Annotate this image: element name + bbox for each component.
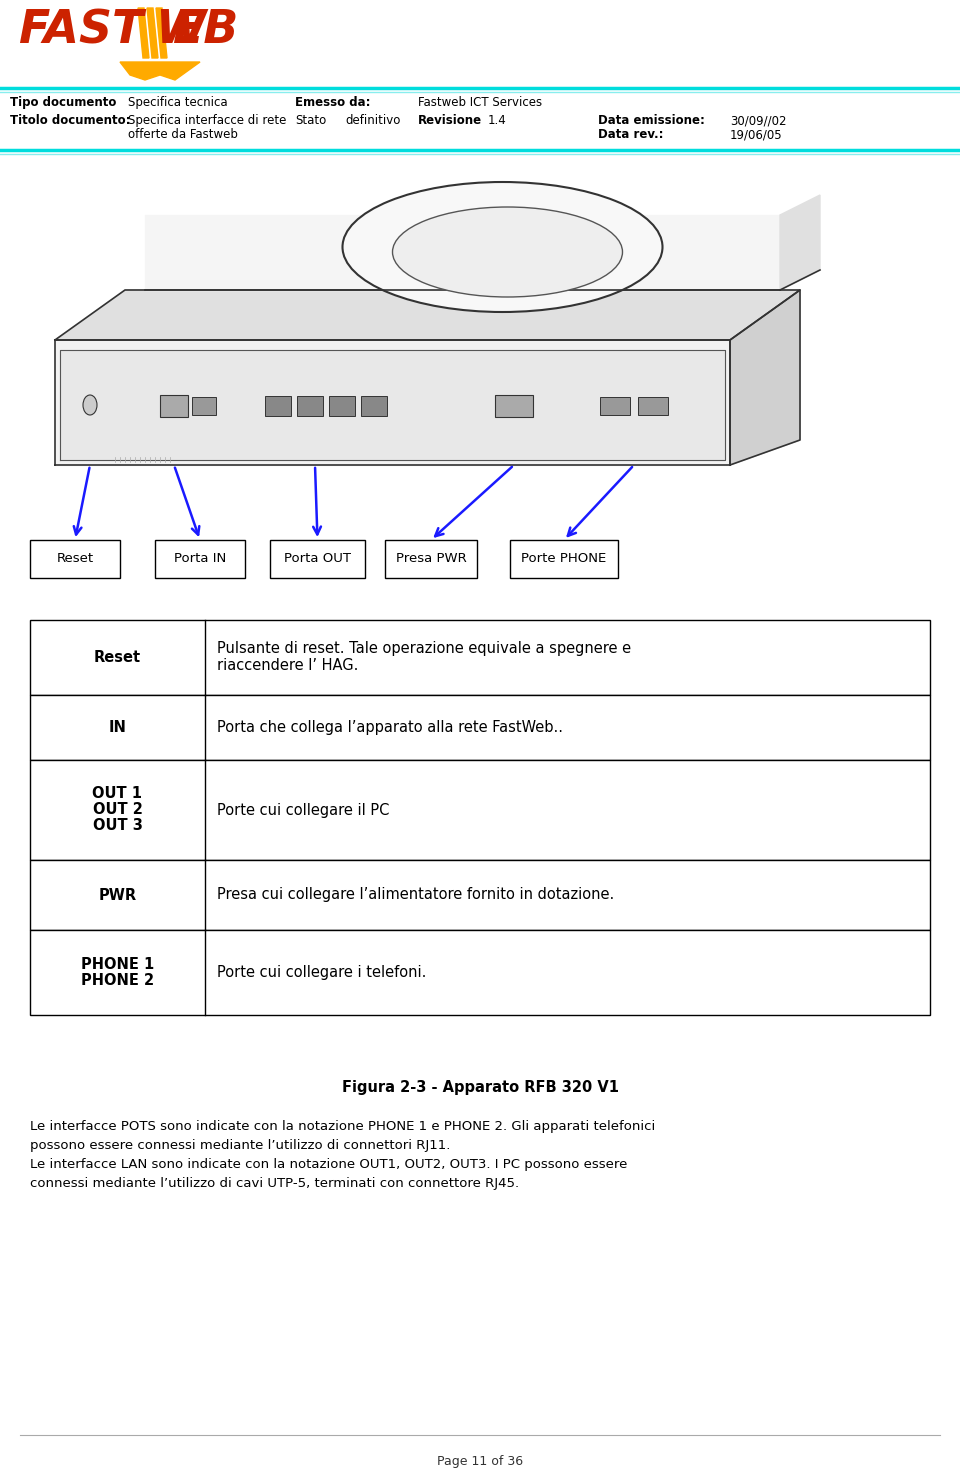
Polygon shape xyxy=(138,7,149,58)
Text: Specifica interfacce di rete: Specifica interfacce di rete xyxy=(128,114,286,127)
Text: Emesso da:: Emesso da: xyxy=(295,96,371,109)
Bar xyxy=(192,398,216,415)
Text: Reset: Reset xyxy=(57,553,93,566)
Text: Porte PHONE: Porte PHONE xyxy=(521,553,607,566)
Text: Tipo documento: Tipo documento xyxy=(10,96,116,109)
Text: Specifica tecnica: Specifica tecnica xyxy=(128,96,228,109)
Text: Data rev.:: Data rev.: xyxy=(598,129,663,140)
Text: Presa cui collegare l’alimentatore fornito in dotazione.: Presa cui collegare l’alimentatore forni… xyxy=(217,887,614,903)
Text: 19/06/05: 19/06/05 xyxy=(730,129,782,140)
Bar xyxy=(30,860,930,930)
Polygon shape xyxy=(120,62,200,80)
Text: Porte cui collegare il PC: Porte cui collegare il PC xyxy=(217,803,390,817)
Bar xyxy=(329,396,355,415)
Bar xyxy=(270,539,365,578)
Text: definitivo: definitivo xyxy=(345,114,400,127)
Text: Figura 2-3 - Apparato RFB 320 V1: Figura 2-3 - Apparato RFB 320 V1 xyxy=(342,1080,618,1095)
Text: Porte cui collegare i telefoni.: Porte cui collegare i telefoni. xyxy=(217,965,426,980)
Text: Presa PWR: Presa PWR xyxy=(396,553,467,566)
Text: Porta IN: Porta IN xyxy=(174,553,227,566)
Text: PHONE 2: PHONE 2 xyxy=(81,973,154,987)
Bar xyxy=(30,930,930,1015)
Bar xyxy=(600,398,630,415)
Text: Porta che collega l’apparato alla rete FastWeb..: Porta che collega l’apparato alla rete F… xyxy=(217,720,563,735)
Text: Titolo documento:: Titolo documento: xyxy=(10,114,131,127)
Text: Data emissione:: Data emissione: xyxy=(598,114,705,127)
Bar xyxy=(30,539,120,578)
Polygon shape xyxy=(156,7,167,58)
Text: OUT 3: OUT 3 xyxy=(92,819,142,834)
Bar xyxy=(30,695,930,760)
Bar xyxy=(265,396,291,415)
Polygon shape xyxy=(147,7,158,58)
Polygon shape xyxy=(60,350,725,460)
Text: 30/09//02: 30/09//02 xyxy=(730,114,786,127)
Bar xyxy=(160,395,188,417)
Text: IN: IN xyxy=(108,720,127,735)
Text: W: W xyxy=(155,7,205,53)
Text: Le interfacce LAN sono indicate con la notazione OUT1, OUT2, OUT3. I PC possono : Le interfacce LAN sono indicate con la n… xyxy=(30,1157,628,1171)
Text: connessi mediante l’utilizzo di cavi UTP-5, terminati con connettore RJ45.: connessi mediante l’utilizzo di cavi UTP… xyxy=(30,1176,519,1190)
Text: FAST: FAST xyxy=(18,7,143,53)
Bar xyxy=(30,619,930,695)
Bar xyxy=(297,396,323,415)
Polygon shape xyxy=(780,195,820,290)
Text: 1.4: 1.4 xyxy=(488,114,507,127)
Text: possono essere connessi mediante l’utilizzo di connettori RJ11.: possono essere connessi mediante l’utili… xyxy=(30,1140,450,1151)
Text: OUT 2: OUT 2 xyxy=(92,803,142,817)
Text: PWR: PWR xyxy=(99,887,136,903)
Text: Reset: Reset xyxy=(94,650,141,665)
Text: OUT 1: OUT 1 xyxy=(92,786,142,801)
Bar xyxy=(361,396,387,415)
Ellipse shape xyxy=(343,182,662,312)
Bar xyxy=(495,395,533,417)
Text: EB: EB xyxy=(172,7,238,53)
Polygon shape xyxy=(730,290,800,466)
Text: Revisione: Revisione xyxy=(418,114,482,127)
Text: Page 11 of 36: Page 11 of 36 xyxy=(437,1454,523,1468)
Bar xyxy=(155,539,245,578)
Bar xyxy=(638,398,668,415)
Text: offerte da Fastweb: offerte da Fastweb xyxy=(128,129,238,140)
Polygon shape xyxy=(55,290,800,340)
Ellipse shape xyxy=(393,207,622,297)
Text: Le interfacce POTS sono indicate con la notazione PHONE 1 e PHONE 2. Gli apparat: Le interfacce POTS sono indicate con la … xyxy=(30,1120,656,1134)
Text: Fastweb ICT Services: Fastweb ICT Services xyxy=(418,96,542,109)
Bar xyxy=(385,539,477,578)
Bar xyxy=(30,760,930,860)
Text: Porta OUT: Porta OUT xyxy=(284,553,351,566)
Polygon shape xyxy=(55,340,730,466)
Text: Pulsante di reset. Tale operazione equivale a spegnere e: Pulsante di reset. Tale operazione equiv… xyxy=(217,641,631,656)
Ellipse shape xyxy=(83,395,97,415)
Text: riaccendere l’ HAG.: riaccendere l’ HAG. xyxy=(217,659,358,674)
Polygon shape xyxy=(145,214,780,290)
Bar xyxy=(510,539,618,578)
Text: Stato: Stato xyxy=(295,114,326,127)
Text: PHONE 1: PHONE 1 xyxy=(81,956,155,973)
